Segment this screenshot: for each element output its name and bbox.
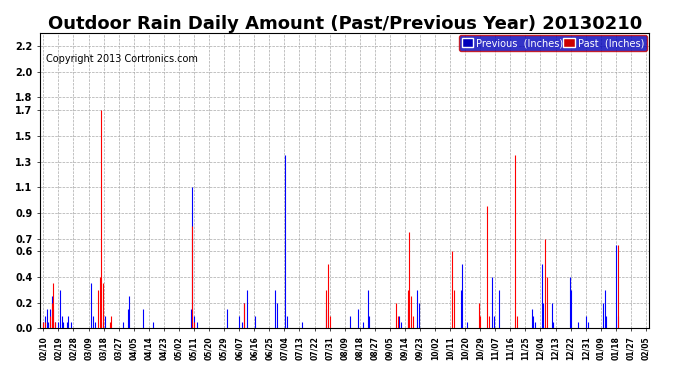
Legend: Previous  (Inches), Past  (Inches): Previous (Inches), Past (Inches)	[459, 35, 647, 51]
Title: Outdoor Rain Daily Amount (Past/Previous Year) 20130210: Outdoor Rain Daily Amount (Past/Previous…	[48, 15, 642, 33]
Text: Copyright 2013 Cortronics.com: Copyright 2013 Cortronics.com	[46, 54, 198, 64]
